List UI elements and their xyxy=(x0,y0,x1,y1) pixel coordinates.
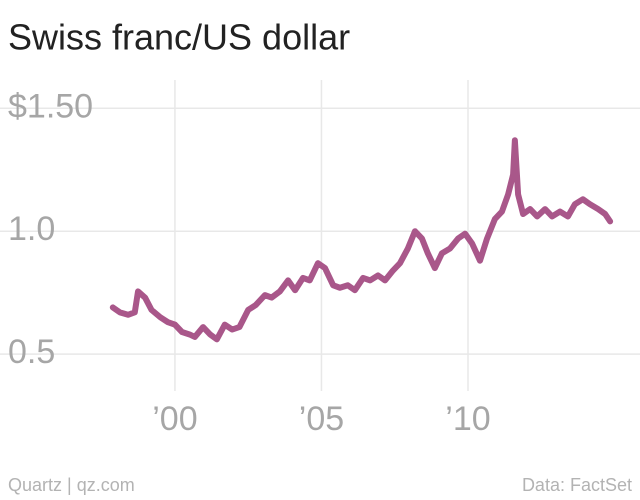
x-tick-label: ’00 xyxy=(152,400,197,438)
x-tick-label: ’10 xyxy=(445,400,490,438)
source-left: Quartz | qz.com xyxy=(8,475,135,495)
y-tick-label: 1.0 xyxy=(8,210,55,248)
x-tick-label: ’05 xyxy=(299,400,344,438)
y-tick-label: $1.50 xyxy=(8,87,93,125)
line-series xyxy=(109,137,614,343)
grid: 0.5 1.0 $1.50 ’00 ’05 ’10 xyxy=(0,80,640,438)
chart-title: Swiss franc/US dollar xyxy=(8,17,350,58)
source-right: Data: FactSet xyxy=(522,475,632,495)
plot xyxy=(109,137,614,343)
y-tick-label: 0.5 xyxy=(8,333,55,371)
